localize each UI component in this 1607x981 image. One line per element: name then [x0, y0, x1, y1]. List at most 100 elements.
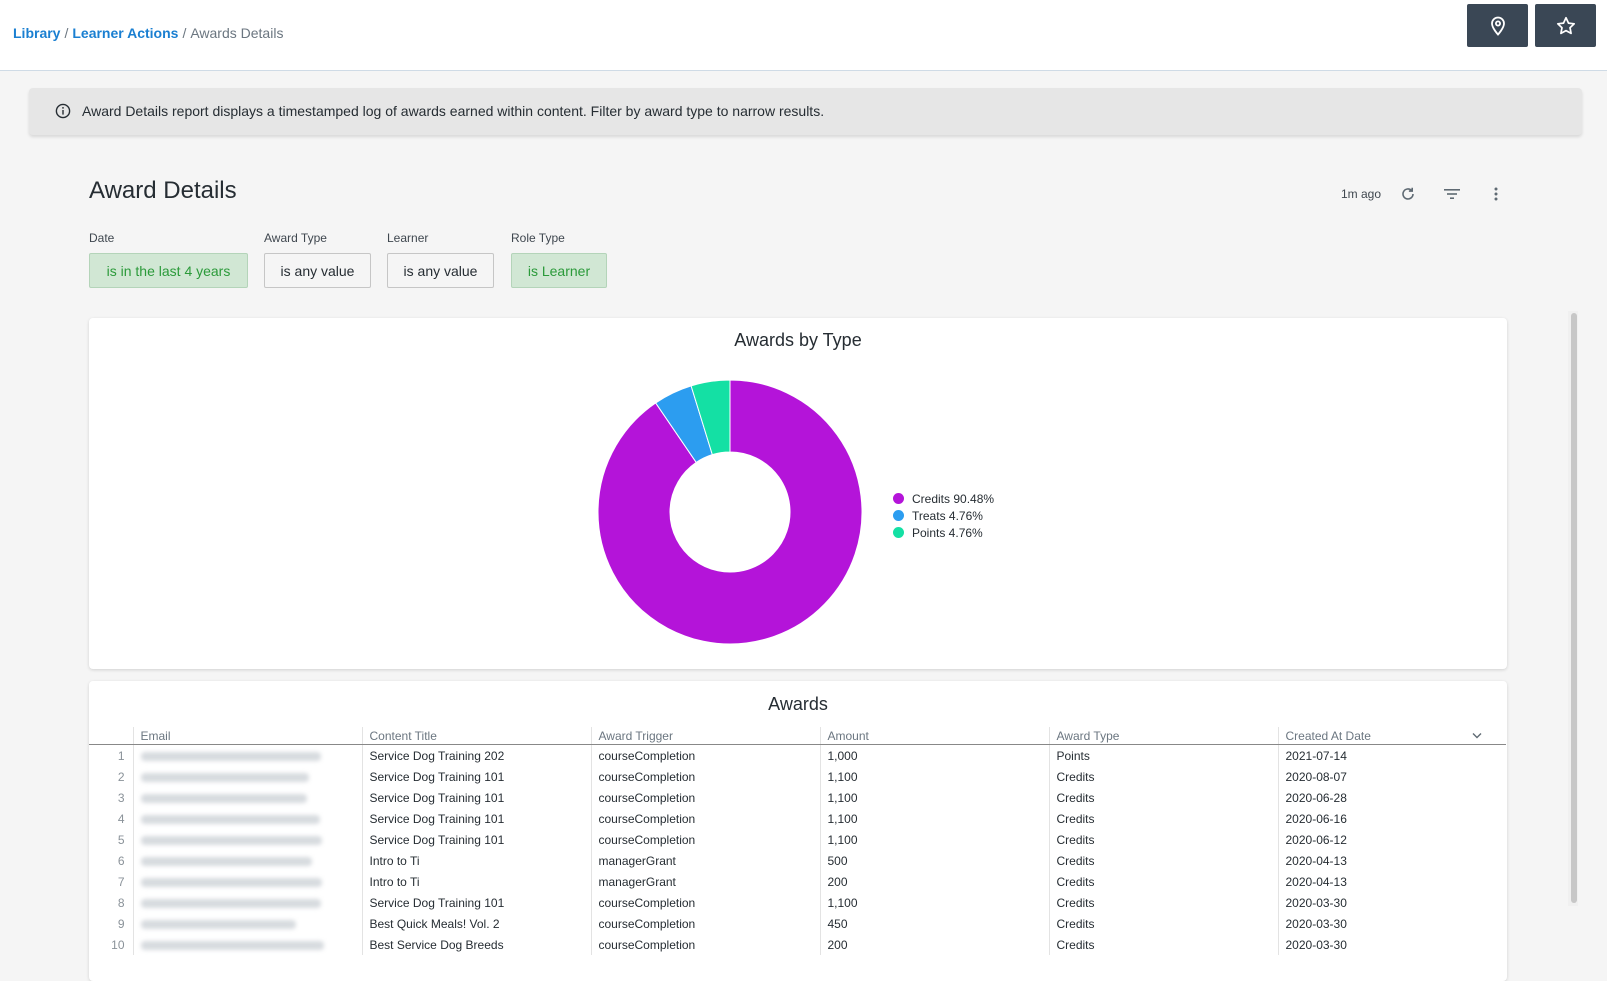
row-number: 10 — [111, 937, 125, 952]
page-title: Award Details — [89, 177, 237, 204]
award-type-cell: Credits — [1048, 808, 1278, 829]
favorite-button[interactable] — [1535, 4, 1596, 47]
row-number: 7 — [117, 874, 125, 889]
created-at-date-cell: 2020-04-13 — [1277, 871, 1506, 892]
breadcrumb: Library / Learner Actions / Awards Details — [13, 25, 284, 41]
award-trigger-cell: courseCompletion — [590, 766, 820, 787]
content-title-cell: Service Dog Training 101 — [361, 829, 591, 850]
table-row[interactable]: 3 Service Dog Training 101 courseCompletio… — [89, 787, 1506, 808]
refresh-button[interactable] — [1397, 183, 1419, 205]
info-banner-text: Award Details report displays a timestam… — [82, 103, 825, 119]
table-row[interactable]: 2 Service Dog Training 101 courseCompletio… — [89, 766, 1506, 787]
table-row[interactable]: 9 Best Quick Meals! Vol. 2 courseCompletio… — [89, 913, 1506, 934]
created-at-date-cell: 2020-04-13 — [1277, 850, 1506, 871]
award-trigger-cell: courseCompletion — [590, 934, 820, 955]
award-type-cell: Credits — [1048, 913, 1278, 934]
award-type-cell: Credits — [1048, 766, 1278, 787]
email-cell — [132, 913, 362, 934]
award-trigger-cell: courseCompletion — [590, 913, 820, 934]
filter-button[interactable] — [1441, 183, 1463, 205]
amount-cell: 450 — [819, 913, 1049, 934]
created-at-date-cell: 2020-06-16 — [1277, 808, 1506, 829]
email-cell — [132, 808, 362, 829]
filter-label-role-type: Role Type — [511, 231, 565, 245]
breadcrumb-link-library[interactable]: Library — [13, 25, 61, 41]
content-title-cell: Service Dog Training 101 — [361, 808, 591, 829]
table-title: Awards — [768, 694, 828, 714]
row-number: 3 — [117, 790, 125, 805]
award-trigger-cell: courseCompletion — [590, 829, 820, 850]
email-cell — [132, 766, 362, 787]
legend-swatch-points — [893, 527, 904, 538]
content-title-cell: Service Dog Training 101 — [361, 787, 591, 808]
redacted-email — [140, 940, 324, 950]
content-title-cell: Best Service Dog Breeds — [361, 934, 591, 955]
breadcrumb-link-learner-actions[interactable]: Learner Actions — [72, 25, 179, 41]
column-header-award-trigger[interactable]: Award Trigger — [590, 727, 820, 745]
amount-cell: 1,000 — [819, 744, 1049, 766]
legend-item-credits[interactable]: Credits 90.48% — [893, 490, 994, 507]
filter-chip-date[interactable]: is in the last 4 years — [89, 253, 248, 288]
row-number: 5 — [117, 832, 125, 847]
award-type-cell: Credits — [1048, 829, 1278, 850]
content-title-cell: Intro to Ti — [361, 850, 591, 871]
email-cell — [132, 850, 362, 871]
column-header-created-at-date[interactable]: Created At Date — [1277, 727, 1506, 745]
filter-label-award-type: Award Type — [264, 231, 327, 245]
top-bar: Library / Learner Actions / Awards Details — [0, 0, 1607, 71]
table-row[interactable]: 4 Service Dog Training 101 courseCompletio… — [89, 808, 1506, 829]
row-number: 4 — [117, 811, 125, 826]
redacted-email — [140, 835, 322, 845]
table-row[interactable]: 8 Service Dog Training 101 courseCompletio… — [89, 892, 1506, 913]
legend-item-treats[interactable]: Treats 4.76% — [893, 507, 994, 524]
content-title-cell: Service Dog Training 101 — [361, 892, 591, 913]
column-header-email[interactable]: Email — [132, 727, 362, 745]
filter-chip-role-type[interactable]: is Learner — [511, 253, 607, 288]
amount-cell: 1,100 — [819, 892, 1049, 913]
amount-cell: 1,100 — [819, 787, 1049, 808]
chart-title: Awards by Type — [734, 330, 862, 350]
column-header-amount[interactable]: Amount — [819, 727, 1049, 745]
chevron-down-icon[interactable] — [1472, 732, 1482, 739]
content-title-cell: Best Quick Meals! Vol. 2 — [361, 913, 591, 934]
table-row[interactable]: 6 Intro to Ti managerGrant 500 Credits 2020-0… — [89, 850, 1506, 871]
award-type-cell: Credits — [1048, 871, 1278, 892]
table-row[interactable]: 1 Service Dog Training 202 courseCompletio… — [89, 744, 1506, 766]
table-row[interactable]: 7 Intro to Ti managerGrant 200 Credits 2020-0… — [89, 871, 1506, 892]
info-icon — [55, 103, 71, 124]
legend-item-points[interactable]: Points 4.76% — [893, 524, 994, 541]
column-header-award-type[interactable]: Award Type — [1048, 727, 1278, 745]
legend-label-treats: Treats 4.76% — [912, 508, 983, 523]
breadcrumb-current: Awards Details — [190, 25, 284, 41]
pie-slice-credits[interactable] — [597, 379, 863, 645]
amount-cell: 200 — [819, 934, 1049, 955]
award-trigger-cell: courseCompletion — [590, 892, 820, 913]
award-type-cell: Credits — [1048, 892, 1278, 913]
last-updated-text: 1m ago — [1340, 187, 1381, 201]
column-header-created-at-date-label: Created At Date — [1285, 728, 1371, 743]
created-at-date-cell: 2020-08-07 — [1277, 766, 1506, 787]
filter-chip-award-type[interactable]: is any value — [264, 253, 371, 288]
award-trigger-cell: managerGrant — [590, 850, 820, 871]
table-row[interactable]: 10 Best Service Dog Breeds courseCompletio… — [89, 934, 1506, 955]
redacted-email — [140, 919, 296, 929]
award-type-cell: Credits — [1048, 934, 1278, 955]
filter-chip-learner[interactable]: is any value — [387, 253, 494, 288]
table-row[interactable]: 5 Service Dog Training 101 courseCompletio… — [89, 829, 1506, 850]
pie-slice-points[interactable] — [690, 379, 731, 456]
location-button[interactable] — [1467, 4, 1528, 47]
email-cell — [132, 871, 362, 892]
amount-cell: 1,100 — [819, 808, 1049, 829]
email-cell — [132, 892, 362, 913]
location-pin-icon — [1490, 16, 1505, 36]
created-at-date-cell: 2020-03-30 — [1277, 934, 1506, 955]
column-header-content-title[interactable]: Content Title — [361, 727, 591, 745]
row-number: 9 — [117, 916, 125, 931]
email-cell — [132, 829, 362, 850]
more-options-button[interactable] — [1485, 183, 1507, 205]
created-at-date-cell: 2020-03-30 — [1277, 892, 1506, 913]
scrollbar-thumb[interactable] — [1571, 313, 1577, 903]
redacted-email — [140, 856, 312, 866]
column-header-index — [89, 727, 133, 745]
legend-swatch-credits — [893, 493, 904, 504]
